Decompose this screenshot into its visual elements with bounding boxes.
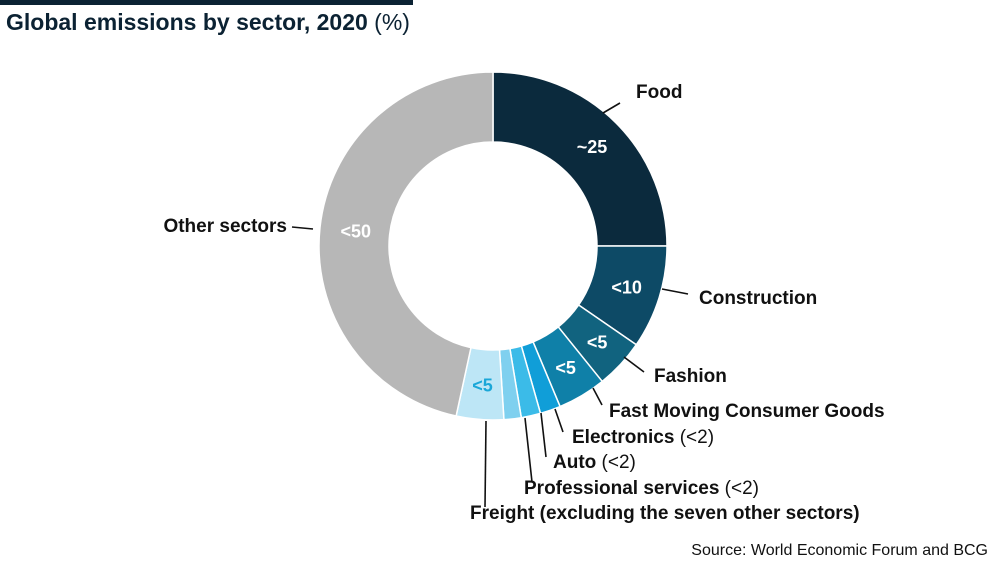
source-note: Source: World Economic Forum and BCG (691, 542, 988, 559)
leader-line (291, 226, 314, 230)
slice-other-sectors (318, 71, 494, 417)
slice-value-label: <10 (611, 278, 642, 298)
slice-food (492, 71, 668, 247)
leader-line (602, 102, 621, 114)
category-label: Freight (excluding the seven other secto… (470, 503, 860, 524)
chart-title: Global emissions by sector, 2020 (%) (6, 9, 410, 36)
leader-line (661, 288, 689, 295)
slice-value-label: ~25 (577, 137, 608, 157)
slice-value-labels: ~25 <10 <5 <5 <5 <50 (341, 137, 642, 396)
leader-line (623, 356, 645, 373)
category-label: Electronics (<2) (572, 427, 714, 448)
category-label: Construction (699, 288, 817, 309)
slice-value-label: <5 (555, 358, 576, 378)
slice-value-label: <5 (587, 333, 608, 353)
category-labels: Food Construction Fashion Fast Moving Consu… (163, 82, 884, 524)
leader-line (484, 420, 487, 508)
chart-title-unit: (%) (374, 9, 410, 35)
slice-value-label: <50 (341, 221, 372, 241)
donut-slices (318, 71, 668, 421)
category-label: Fast Moving Consumer Goods (609, 401, 885, 422)
title-accent-bar (0, 0, 413, 5)
chart-title-text: Global emissions by sector, 2020 (6, 9, 368, 35)
category-label: Professional services (<2) (524, 478, 759, 499)
leader-lines (291, 102, 689, 508)
leader-line (540, 412, 547, 458)
category-label: Auto (<2) (553, 452, 636, 473)
leader-line (524, 417, 533, 483)
leader-line (554, 408, 564, 433)
leader-line (592, 387, 603, 406)
category-label: Food (636, 82, 682, 103)
category-label: Fashion (654, 366, 727, 387)
slice-value-label: <5 (472, 376, 493, 396)
category-label: Other sectors (163, 216, 287, 237)
